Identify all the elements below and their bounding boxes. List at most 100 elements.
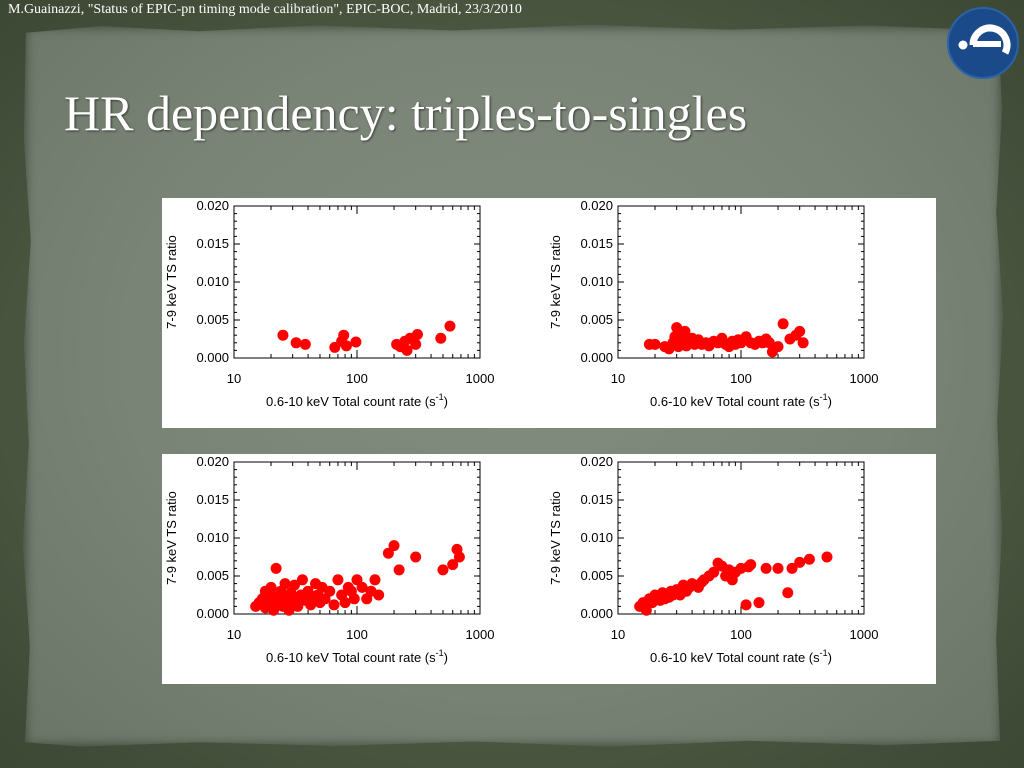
plot-bottom-right: 0.000 0.005 0.010 0.015 0.020 10 100 1000 0.6-10… [546,454,936,684]
slide-title: HR dependency: triples-to-singles [64,85,748,141]
data-point [328,599,340,611]
scatter-chart-2: 0.000 0.005 0.010 0.015 0.020 10 100 1000 0.6-10… [548,198,879,409]
y-tick-label: 0.020 [580,454,613,469]
data-point [794,556,806,568]
data-point [292,600,304,612]
y-tick-label: 0.005 [580,312,613,327]
x-tick-label: 10 [611,627,625,642]
plot-top-right: 0.000 0.005 0.010 0.015 0.020 10 100 1000 0.6-10… [546,198,936,428]
data-point [393,564,405,576]
scatter-chart-4: 0.000 0.005 0.010 0.015 0.020 10 100 1000 0.6-10… [548,454,879,665]
data-point [794,325,806,337]
x-tick-label: 10 [611,371,625,386]
y-tick-label: 0.020 [196,454,229,469]
x-tick-label: 100 [346,627,368,642]
data-point [288,579,300,591]
data-point [350,336,362,348]
y-tick-label: 0.015 [196,236,229,251]
data-point [649,338,661,350]
data-point [760,562,772,574]
x-axis-label: 0.6-10 keV Total count rate (s-1) [266,392,448,409]
x-axis-label: 0.6-10 keV Total count rate (s-1) [650,392,832,409]
y-tick-label: 0.010 [580,530,613,545]
data-point [640,604,652,616]
data-point [772,562,784,574]
data-point [772,341,784,353]
data-point [821,551,833,563]
x-tick-label: 1000 [466,371,495,386]
data-point [437,564,449,576]
scatter-chart-3: 0.000 0.005 0.010 0.015 0.020 10 100 1000 0.6-10… [164,454,495,665]
y-axis-label: 7-9 keV TS ratio [164,235,179,329]
data-point [740,599,752,611]
data-point [777,318,789,330]
data-point [435,332,447,344]
data-points [643,318,809,358]
y-tick-label: 0.000 [196,606,229,621]
plot-bottom-left: 0.000 0.005 0.010 0.015 0.020 10 100 1000 0.6-10… [162,454,552,684]
x-tick-label: 100 [730,627,752,642]
data-point [270,562,282,574]
data-point [763,337,775,349]
x-tick-label: 1000 [850,371,879,386]
y-axis-label: 7-9 keV TS ratio [164,491,179,585]
y-tick-label: 0.000 [580,350,613,365]
y-tick-label: 0.005 [196,312,229,327]
data-point [356,581,368,593]
data-point [708,566,720,578]
data-point [332,574,344,586]
data-point [782,587,794,599]
y-tick-label: 0.020 [196,198,229,213]
data-point [324,585,336,597]
data-point [369,574,381,586]
x-tick-label: 10 [227,627,241,642]
y-axis-label: 7-9 keV TS ratio [548,235,563,329]
y-tick-label: 0.015 [580,492,613,507]
data-point [410,338,422,350]
x-tick-label: 1000 [850,627,879,642]
data-point [797,337,809,349]
data-point [279,578,291,590]
y-tick-label: 0.010 [580,274,613,289]
data-point [401,344,413,356]
data-point [290,337,302,349]
data-points [250,540,465,616]
x-axis-label: 0.6-10 keV Total count rate (s-1) [266,648,448,665]
x-axis-label: 0.6-10 keV Total count rate (s-1) [650,648,832,665]
data-point [388,540,400,552]
data-point [453,551,465,563]
data-point [265,581,277,593]
data-point [340,340,352,352]
esa-logo-icon [943,5,1021,81]
data-point [299,338,311,350]
data-point [373,589,385,601]
data-point [803,553,815,565]
y-tick-label: 0.000 [580,606,613,621]
data-point [348,593,360,605]
data-point [339,597,351,609]
data-points [277,320,456,356]
data-point [745,559,757,571]
x-tick-label: 100 [346,371,368,386]
y-tick-label: 0.010 [196,530,229,545]
data-point [786,562,798,574]
data-points [634,551,833,616]
y-tick-label: 0.000 [196,350,229,365]
data-point [410,551,422,563]
data-point [382,547,394,559]
y-tick-label: 0.005 [580,568,613,583]
data-point [277,329,289,341]
header-caption: M.Guainazzi, "Status of EPIC-pn timing m… [8,2,522,17]
y-tick-label: 0.005 [196,568,229,583]
y-tick-label: 0.015 [580,236,613,251]
data-point [679,325,691,337]
data-point [411,328,423,340]
data-point [447,559,459,571]
y-tick-label: 0.015 [196,492,229,507]
x-tick-label: 1000 [466,627,495,642]
y-tick-label: 0.020 [580,198,613,213]
y-axis-label: 7-9 keV TS ratio [548,491,563,585]
data-point [753,597,765,609]
x-tick-label: 100 [730,371,752,386]
data-point [338,329,350,341]
